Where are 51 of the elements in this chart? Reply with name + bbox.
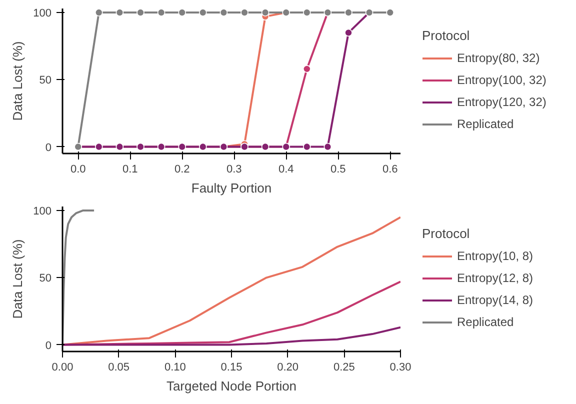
point — [303, 65, 311, 73]
point — [324, 142, 332, 151]
legend-label: Entropy(80, 32) — [457, 50, 540, 66]
x-tick-label: 0.4 — [278, 164, 294, 176]
legend-label: Entropy(120, 32) — [457, 94, 546, 110]
y-tick-label: 50 — [39, 74, 52, 87]
legend-label: Entropy(14, 8) — [457, 292, 534, 308]
point — [220, 8, 228, 16]
point — [261, 8, 270, 16]
x-tick-label: 0.00 — [52, 362, 74, 374]
point — [303, 8, 311, 16]
point — [136, 8, 144, 16]
legend-title: Protocol — [422, 28, 471, 42]
y-tick-label: 50 — [39, 272, 52, 285]
y-tick-label: 100 — [33, 206, 52, 218]
legend-title: Protocol — [422, 226, 471, 240]
y-axis-title: Data Lost (%) — [10, 41, 26, 121]
line-series — [62, 216, 400, 346]
x-tick-label: 0.2 — [174, 164, 190, 176]
point — [344, 28, 352, 37]
point — [116, 8, 124, 16]
x-tick-label: 0.3 — [226, 164, 242, 176]
legend-label: Replicated — [457, 314, 514, 330]
x-tick-label: 0.15 — [220, 362, 242, 374]
x-axis-title: Faulty Portion — [191, 180, 272, 196]
x-tick-label: 0.1 — [122, 164, 138, 176]
x-tick-label: 0.20 — [277, 362, 299, 374]
x-tick-label: 0.0 — [70, 164, 86, 176]
line-series — [62, 280, 400, 346]
x-tick-label: 0.5 — [330, 164, 346, 176]
point — [157, 8, 166, 16]
y-tick-label: 100 — [33, 8, 52, 20]
x-axis-title: Targeted Node Portion — [166, 378, 297, 394]
x-tick-label: 0.25 — [333, 362, 355, 374]
legend-label: Replicated — [457, 116, 514, 132]
y-tick-label: 0 — [45, 142, 52, 154]
x-tick-label: 0.6 — [382, 164, 398, 176]
legend-label: Entropy(10, 8) — [457, 248, 534, 264]
y-tick-label: 0 — [45, 340, 52, 352]
point — [240, 8, 248, 16]
x-tick-label: 0.10 — [164, 362, 186, 374]
x-tick-label: 0.30 — [390, 362, 412, 374]
point — [199, 8, 207, 16]
y-axis-title: Data Lost (%) — [10, 239, 26, 319]
line-series — [62, 326, 400, 346]
legend-label: Entropy(100, 32) — [457, 72, 546, 88]
x-tick-label: 0.05 — [108, 362, 130, 374]
point — [303, 142, 311, 151]
point — [95, 8, 103, 16]
legend-label: Entropy(12, 8) — [457, 270, 534, 286]
point — [178, 8, 186, 16]
